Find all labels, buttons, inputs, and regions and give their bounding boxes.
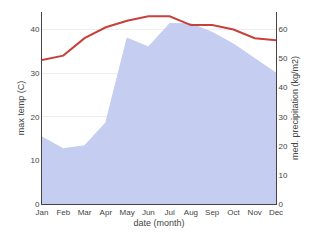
svg-text:0: 0	[35, 200, 40, 209]
svg-text:40: 40	[30, 25, 39, 34]
svg-text:Aug: Aug	[184, 208, 198, 217]
svg-text:50: 50	[279, 54, 288, 63]
svg-text:Feb: Feb	[56, 208, 70, 217]
svg-text:Mar: Mar	[78, 208, 92, 217]
svg-text:Jul: Jul	[165, 208, 175, 217]
svg-text:date (month): date (month)	[133, 218, 184, 228]
svg-text:10: 10	[30, 156, 39, 165]
svg-text:May: May	[120, 208, 135, 217]
svg-text:Nov: Nov	[248, 208, 262, 217]
svg-text:20: 20	[279, 142, 288, 151]
svg-text:Jan: Jan	[36, 208, 49, 217]
svg-text:0: 0	[279, 200, 284, 209]
svg-text:Apr: Apr	[100, 208, 113, 217]
svg-text:30: 30	[30, 69, 39, 78]
svg-text:med. precipitation (kg/m2): med. precipitation (kg/m2)	[290, 56, 300, 160]
svg-text:60: 60	[279, 25, 288, 34]
svg-text:Jun: Jun	[142, 208, 155, 217]
svg-text:10: 10	[279, 171, 288, 180]
svg-text:30: 30	[279, 113, 288, 122]
svg-text:Oct: Oct	[227, 208, 240, 217]
svg-text:Dec: Dec	[269, 208, 283, 217]
svg-text:Sep: Sep	[205, 208, 220, 217]
svg-text:20: 20	[30, 113, 39, 122]
svg-text:40: 40	[279, 83, 288, 92]
svg-text:max temp (C): max temp (C)	[16, 81, 26, 136]
